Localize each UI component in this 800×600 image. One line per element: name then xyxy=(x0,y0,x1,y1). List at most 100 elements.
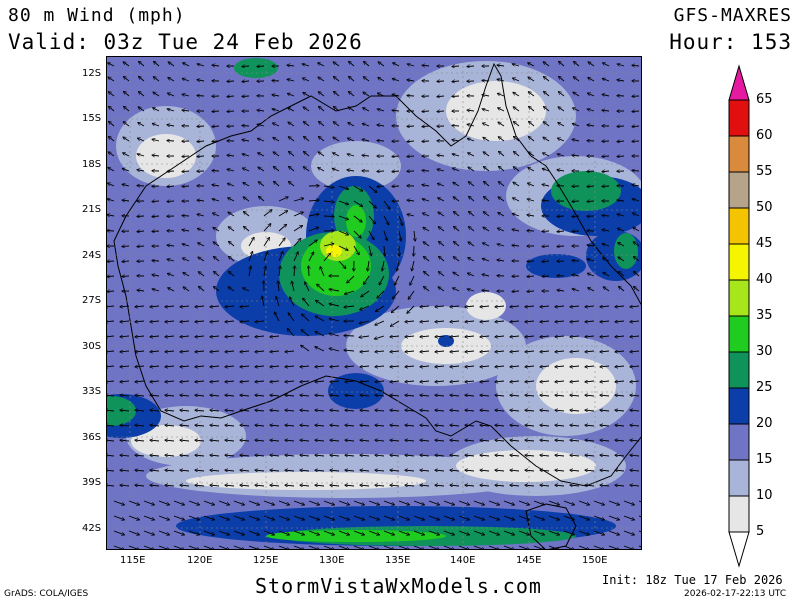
wind-vector xyxy=(270,381,280,382)
wind-vector xyxy=(138,107,145,112)
wind-vector xyxy=(483,152,490,157)
wind-vector xyxy=(420,366,430,367)
wind-vector xyxy=(574,62,580,67)
wind-vector xyxy=(600,485,610,486)
wind-vector xyxy=(138,123,145,127)
wind-vector xyxy=(540,395,550,396)
wind-vector xyxy=(375,425,385,426)
wind-vector xyxy=(602,79,610,82)
wind-vector xyxy=(152,289,160,291)
wind-vector xyxy=(135,470,145,471)
wind-vector xyxy=(308,530,319,535)
lat-label: 15S xyxy=(82,113,102,124)
wind-vector xyxy=(360,366,370,367)
wind-vector xyxy=(608,500,619,505)
wind-vector xyxy=(180,381,190,382)
wind-vector xyxy=(503,500,514,505)
wind-vector xyxy=(225,410,235,411)
wind-vector xyxy=(483,227,490,232)
wind-vector xyxy=(368,185,377,192)
wind-vector xyxy=(285,395,295,396)
wind-vector xyxy=(437,169,445,171)
wind-vector xyxy=(450,395,460,396)
wind-vector xyxy=(183,63,190,67)
wind-vector xyxy=(289,152,295,157)
wind-vector xyxy=(368,245,371,256)
forecast-hour: Hour: 153 xyxy=(669,30,792,54)
wind-vector xyxy=(248,237,254,247)
wind-vector xyxy=(120,485,130,486)
wind-vector xyxy=(120,351,130,352)
model-name: GFS-MAXRES xyxy=(673,5,792,26)
wind-vector xyxy=(420,351,430,352)
wind-vector xyxy=(139,92,145,97)
wind-vector xyxy=(344,306,355,307)
wind-vector xyxy=(303,107,310,112)
wind-vector xyxy=(617,64,625,66)
wind-vector xyxy=(602,230,610,231)
wind-vector xyxy=(107,261,115,262)
wind-vector xyxy=(483,243,490,247)
wind-vector xyxy=(510,440,520,441)
wind-vector xyxy=(619,287,625,292)
wind-vector xyxy=(473,515,484,520)
wind-vector xyxy=(120,381,130,382)
wind-vector xyxy=(304,122,310,127)
wind-vector xyxy=(152,261,160,262)
wind-vector xyxy=(615,336,625,337)
wind-vector xyxy=(165,455,175,456)
wind-vector xyxy=(572,289,580,291)
wind-vector xyxy=(195,381,205,382)
wind-vector xyxy=(120,440,130,441)
wind-vector xyxy=(360,425,370,426)
wind-vector xyxy=(243,197,250,202)
wind-vector xyxy=(510,351,520,352)
wind-vector xyxy=(349,92,355,97)
wind-vector xyxy=(573,77,580,82)
wind-vector xyxy=(109,137,115,142)
wind-vector xyxy=(345,425,355,426)
wind-vector xyxy=(632,111,640,112)
wind-vector xyxy=(510,366,520,367)
wind-vector xyxy=(572,139,580,141)
wind-vector xyxy=(465,351,475,352)
wind-vector xyxy=(525,455,535,456)
wind-vector xyxy=(167,109,175,111)
wind-vector xyxy=(572,231,580,232)
wind-vector xyxy=(359,336,370,337)
colorbar-label: 65 xyxy=(756,92,773,107)
wind-vector xyxy=(391,305,400,313)
wind-vector xyxy=(512,229,520,231)
wind-vector xyxy=(255,485,265,486)
wind-vector xyxy=(122,246,130,247)
wind-vector xyxy=(319,107,325,112)
wind-vector xyxy=(180,470,190,471)
colorbar-swatch xyxy=(728,135,750,173)
wind-vector xyxy=(273,138,280,142)
wind-vector xyxy=(183,287,190,292)
wind-vector xyxy=(512,214,520,217)
wind-vector xyxy=(124,77,130,82)
wind-vector xyxy=(435,306,445,307)
wind-vector xyxy=(278,281,279,292)
wind-vector xyxy=(435,381,445,382)
colorbar-swatch xyxy=(728,243,750,281)
wind-vector xyxy=(525,321,535,322)
wind-vector xyxy=(150,410,160,411)
wind-vector xyxy=(438,184,445,187)
wind-vector xyxy=(480,455,490,456)
wind-vector xyxy=(407,96,415,97)
wind-vector xyxy=(578,515,589,520)
wind-vector xyxy=(225,395,235,396)
wind-vector xyxy=(557,170,565,171)
wind-vector xyxy=(495,425,505,426)
wind-vector xyxy=(398,230,401,241)
wind-vector xyxy=(135,395,145,396)
wind-vector xyxy=(258,167,265,172)
wind-vector xyxy=(274,182,280,187)
wind-vector xyxy=(632,185,640,186)
wind-vector xyxy=(600,425,610,426)
wind-vector xyxy=(180,321,190,322)
wind-vector xyxy=(588,62,595,67)
wind-vector xyxy=(363,92,370,97)
